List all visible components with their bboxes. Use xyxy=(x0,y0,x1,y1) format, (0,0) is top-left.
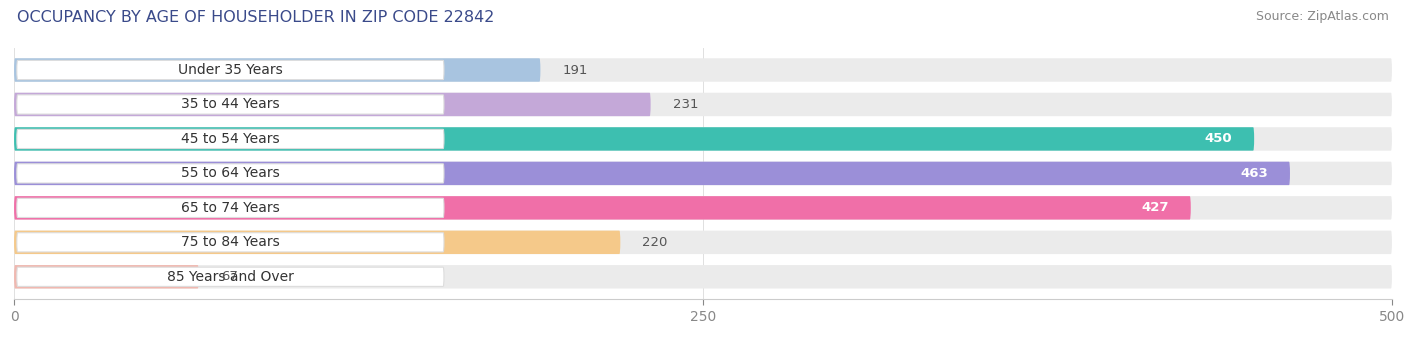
Text: 450: 450 xyxy=(1205,133,1232,146)
Text: Source: ZipAtlas.com: Source: ZipAtlas.com xyxy=(1256,10,1389,23)
Text: 35 to 44 Years: 35 to 44 Years xyxy=(181,98,280,112)
FancyBboxPatch shape xyxy=(14,127,1392,151)
Text: 220: 220 xyxy=(643,236,668,249)
FancyBboxPatch shape xyxy=(17,164,444,183)
Text: 191: 191 xyxy=(562,64,588,76)
Text: 75 to 84 Years: 75 to 84 Years xyxy=(181,235,280,249)
Text: 45 to 54 Years: 45 to 54 Years xyxy=(181,132,280,146)
FancyBboxPatch shape xyxy=(14,265,1392,289)
FancyBboxPatch shape xyxy=(14,58,1392,82)
FancyBboxPatch shape xyxy=(14,265,198,289)
FancyBboxPatch shape xyxy=(14,162,1289,185)
Text: 463: 463 xyxy=(1240,167,1268,180)
Text: 427: 427 xyxy=(1142,201,1168,214)
FancyBboxPatch shape xyxy=(17,61,444,80)
Text: OCCUPANCY BY AGE OF HOUSEHOLDER IN ZIP CODE 22842: OCCUPANCY BY AGE OF HOUSEHOLDER IN ZIP C… xyxy=(17,10,495,25)
FancyBboxPatch shape xyxy=(14,58,540,82)
FancyBboxPatch shape xyxy=(17,95,444,114)
Text: 65 to 74 Years: 65 to 74 Years xyxy=(181,201,280,215)
Text: 85 Years and Over: 85 Years and Over xyxy=(167,270,294,284)
FancyBboxPatch shape xyxy=(14,93,1392,116)
FancyBboxPatch shape xyxy=(14,162,1392,185)
Text: 231: 231 xyxy=(672,98,699,111)
FancyBboxPatch shape xyxy=(14,231,620,254)
FancyBboxPatch shape xyxy=(14,127,1254,151)
FancyBboxPatch shape xyxy=(14,196,1191,220)
FancyBboxPatch shape xyxy=(14,93,651,116)
FancyBboxPatch shape xyxy=(17,129,444,149)
FancyBboxPatch shape xyxy=(17,198,444,218)
FancyBboxPatch shape xyxy=(14,231,1392,254)
Text: 67: 67 xyxy=(221,270,238,283)
Text: 55 to 64 Years: 55 to 64 Years xyxy=(181,166,280,181)
FancyBboxPatch shape xyxy=(14,196,1392,220)
FancyBboxPatch shape xyxy=(17,267,444,286)
FancyBboxPatch shape xyxy=(17,233,444,252)
Text: Under 35 Years: Under 35 Years xyxy=(179,63,283,77)
